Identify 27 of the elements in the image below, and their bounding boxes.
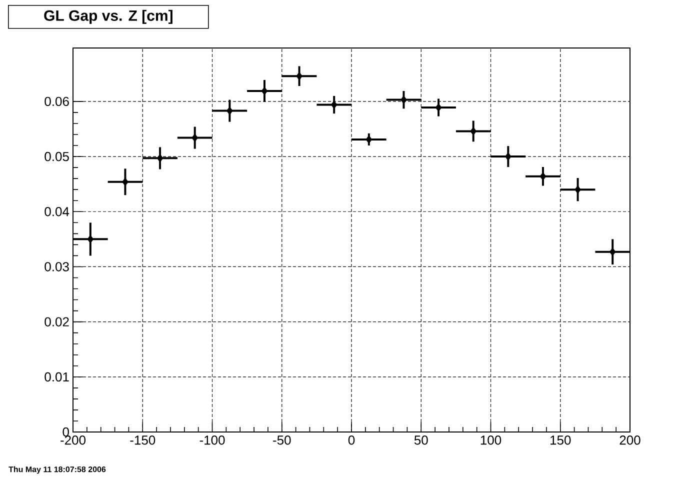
- y-tick-label: 0.04: [44, 207, 70, 216]
- point: [261, 86, 268, 96]
- point: [504, 152, 512, 161]
- x-tick-label: -200: [60, 436, 86, 445]
- y-tick-label: 0.03: [44, 262, 69, 272]
- x-tick-label: 150: [550, 436, 571, 445]
- x-tick-label: 0: [348, 436, 355, 445]
- point: [330, 100, 338, 109]
- text: Thu May 11 18:07:58 2006: [8, 466, 106, 474]
- point: [87, 234, 94, 244]
- y-tick-label: 0: [62, 427, 69, 437]
- y-tick-label: 0.02: [44, 317, 69, 326]
- chart-title: GL Gap vs. Z [cm]: [44, 10, 172, 24]
- x-tick-label: 200: [620, 436, 640, 445]
- y-tick-label: 0.05: [44, 152, 69, 162]
- point: [400, 96, 407, 104]
- x-tick-label: -100: [200, 436, 225, 445]
- y-tick-label: 0.01: [44, 372, 69, 382]
- point: [574, 185, 581, 194]
- x-tick-label: 100: [480, 436, 502, 445]
- x-tick-label: 50: [414, 436, 428, 445]
- x-tick-label: -50: [273, 436, 291, 445]
- point: [435, 103, 442, 112]
- point: [192, 134, 198, 142]
- point: [609, 248, 616, 256]
- y-tick-label: 0.06: [44, 96, 69, 106]
- x-tick-label: -150: [130, 436, 156, 445]
